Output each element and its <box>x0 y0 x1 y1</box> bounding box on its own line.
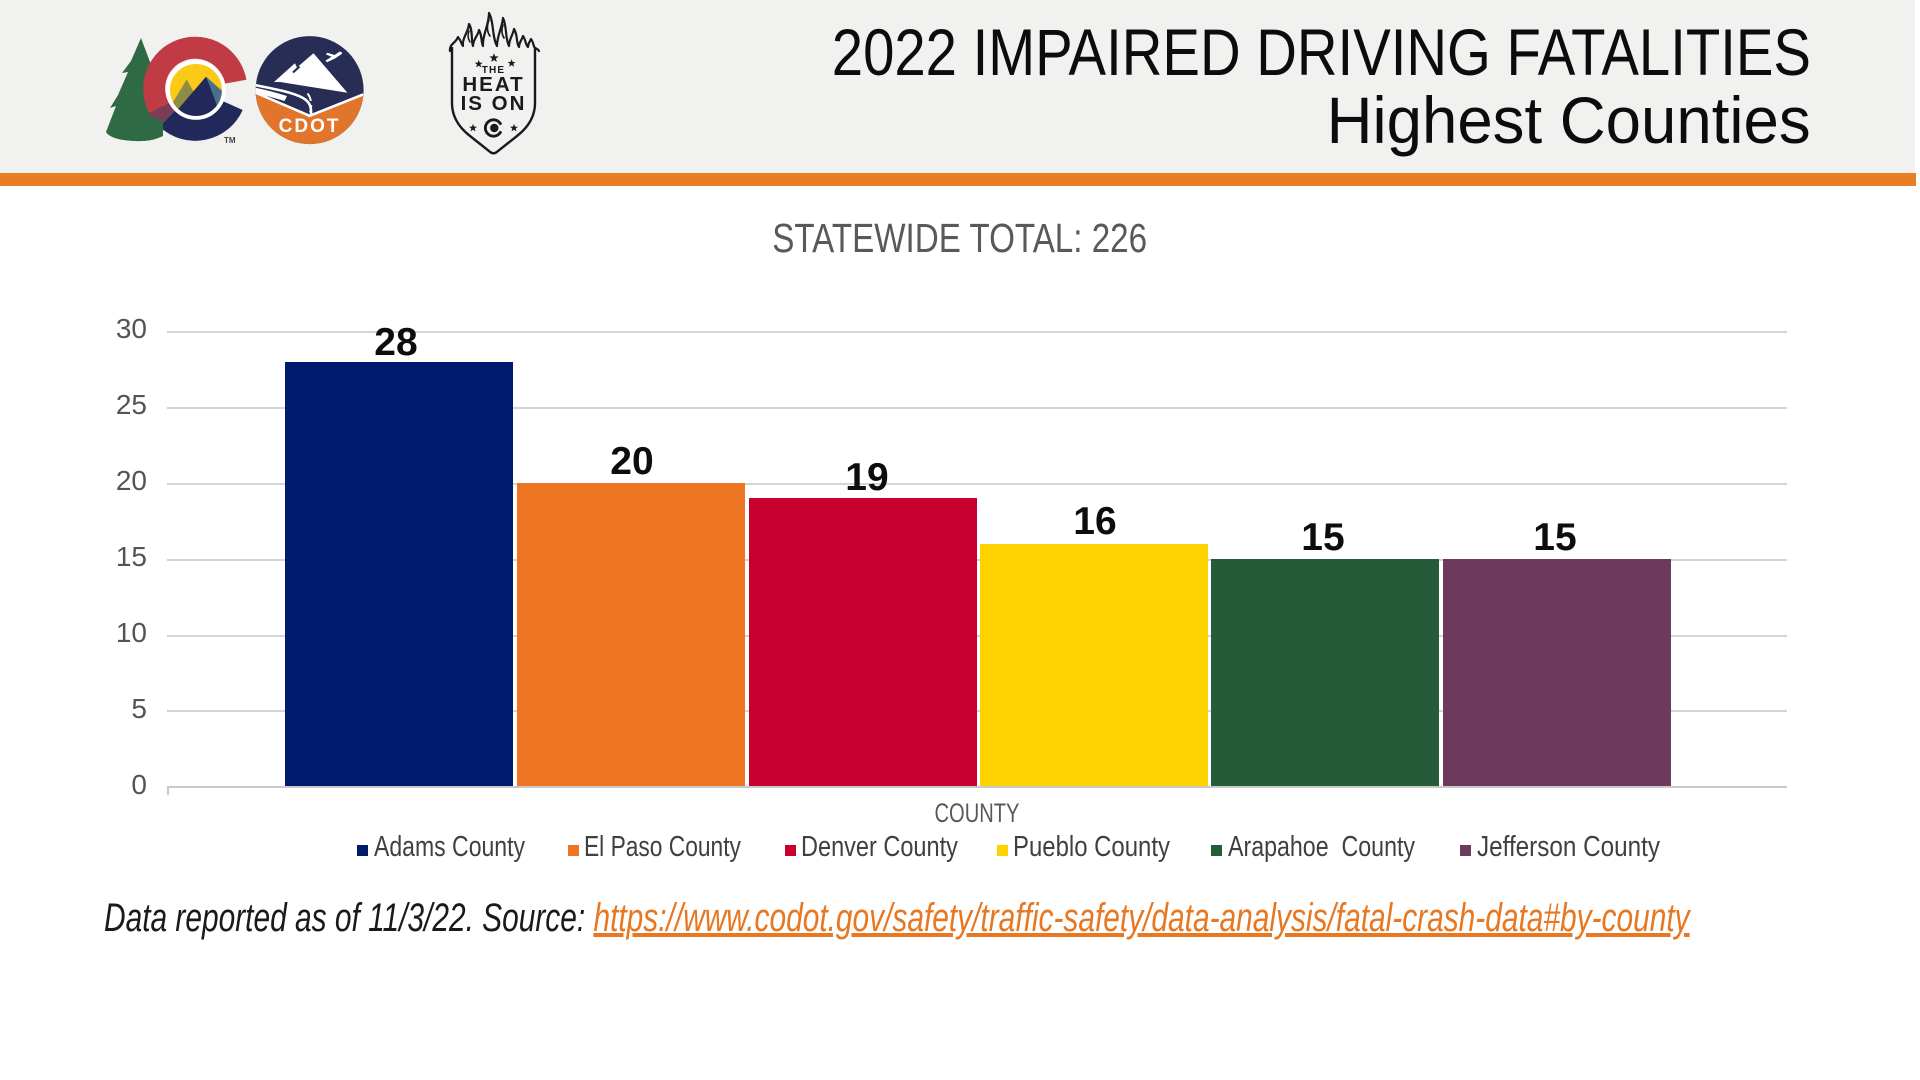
svg-text:HEAT: HEAT <box>462 73 524 96</box>
svg-text:TM: TM <box>224 136 236 145</box>
svg-text:IS ON: IS ON <box>461 92 527 115</box>
svg-text:CDOT: CDOT <box>279 116 341 137</box>
svg-text:THE: THE <box>482 65 506 76</box>
